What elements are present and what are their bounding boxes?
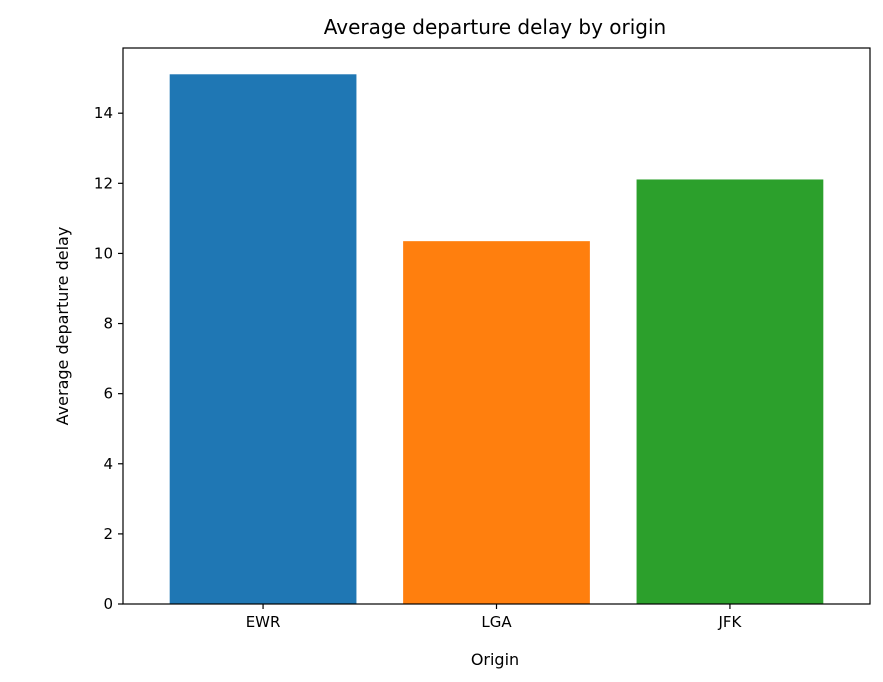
- bar-lga: [403, 241, 590, 605]
- x-axis-ticks: EWR LGA JFK: [246, 604, 743, 631]
- plot-frame: [122, 47, 871, 605]
- y-tick-label: 2: [103, 525, 113, 543]
- bar-ewr: [169, 74, 357, 605]
- chart-title: Average departure delay by origin: [324, 15, 666, 39]
- y-tick-label: 0: [103, 595, 113, 613]
- y-tick-label: 12: [94, 174, 113, 192]
- y-tick-label: 8: [103, 315, 113, 333]
- y-axis-label: Average departure delay: [53, 227, 72, 426]
- y-axis-ticks: 0 2 4 6 8 10 12 14: [94, 104, 123, 613]
- x-tick-label: LGA: [481, 613, 512, 631]
- y-tick-label: 14: [94, 104, 113, 122]
- y-tick-label: 4: [103, 455, 113, 473]
- x-tick-label: JFK: [717, 613, 742, 631]
- x-tick-label: EWR: [246, 613, 281, 631]
- x-axis-label: Origin: [471, 650, 519, 669]
- bars: [169, 74, 824, 605]
- y-tick-label: 6: [103, 385, 113, 403]
- bar-jfk: [636, 179, 824, 604]
- y-tick-label: 10: [94, 244, 113, 262]
